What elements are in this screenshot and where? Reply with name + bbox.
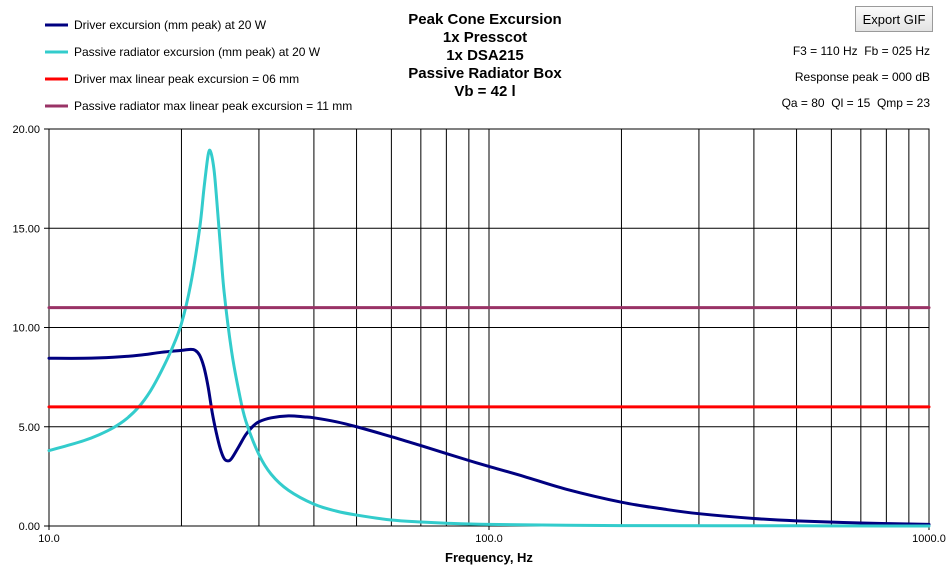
title-line: Passive Radiator Box <box>408 65 562 82</box>
grid <box>49 129 929 526</box>
y-tick-label: 15.00 <box>12 223 40 235</box>
y-tick-label: 0.00 <box>19 521 40 533</box>
legend: Driver excursion (mm peak) at 20 W Passiv… <box>45 18 352 113</box>
chart-title: Peak Cone Excursion 1x Presscot 1x DSA21… <box>360 11 610 101</box>
export-gif-button[interactable]: Export GIF <box>855 6 933 32</box>
title-line: 1x DSA215 <box>446 47 524 64</box>
title-line: Vb = 42 l <box>454 83 516 100</box>
parameters-panel: F3 = 110 Hz Fb = 025 Hz Response peak = … <box>782 44 930 122</box>
series-line-2 <box>47 148 931 528</box>
y-tick-label: 20.00 <box>12 124 40 136</box>
legend-label: Passive radiator excursion (mm peak) at … <box>74 45 321 59</box>
legend-label: Driver excursion (mm peak) at 20 W <box>74 18 267 32</box>
axes: 0.00 5.00 10.00 15.00 20.00 10.0 100.0 1000.0 <box>12 124 945 545</box>
y-tick-label: 5.00 <box>19 422 40 434</box>
legend-label: Passive radiator max linear peak excursi… <box>74 99 352 113</box>
x-axis-label: Frequency, Hz <box>445 550 533 565</box>
series-line-1 <box>47 347 931 526</box>
q-values-text: Qa = 80 Ql = 15 Qmp = 23 <box>781 96 930 110</box>
f3-fb-text: F3 = 110 Hz Fb = 025 Hz <box>792 44 930 58</box>
title-line: 1x Presscot <box>442 29 528 46</box>
response-peak-text: Response peak = 000 dB <box>794 70 930 84</box>
x-tick-label: 100.0 <box>475 533 503 545</box>
series <box>47 148 931 528</box>
title-line: Peak Cone Excursion <box>408 11 562 28</box>
legend-label: Driver max linear peak excursion = 06 mm <box>74 72 299 86</box>
x-tick-label: 1000.0 <box>912 533 946 545</box>
x-tick-label: 10.0 <box>38 533 59 545</box>
y-tick-label: 10.00 <box>12 323 40 335</box>
